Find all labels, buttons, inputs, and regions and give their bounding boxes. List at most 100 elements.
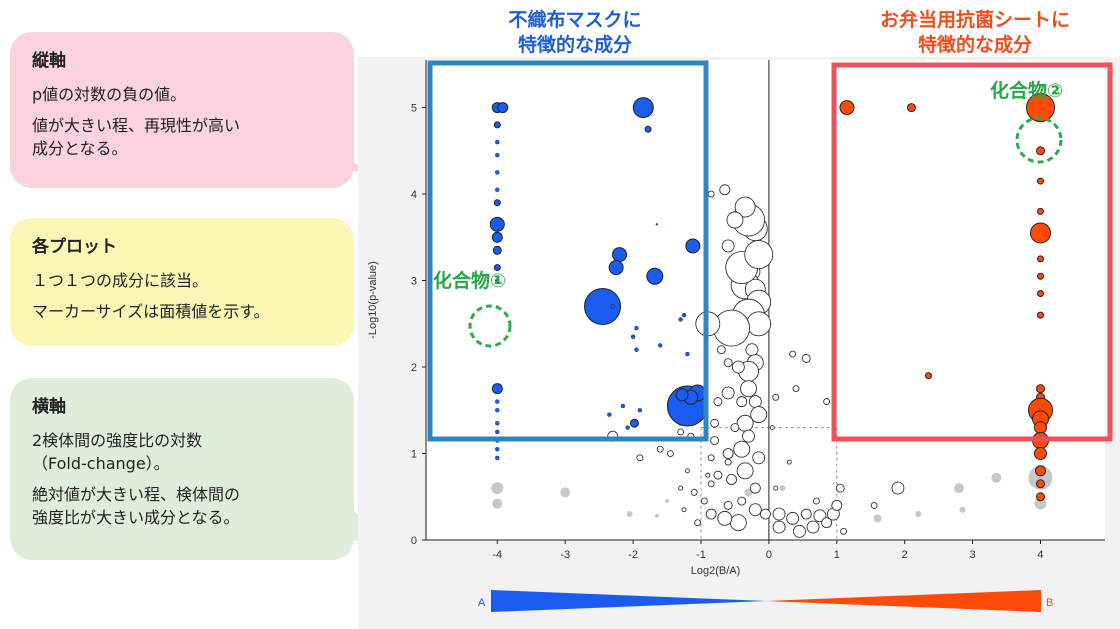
compound-1-marker <box>468 304 512 348</box>
orange-point <box>1033 421 1047 435</box>
open-point <box>831 499 843 511</box>
compound-2-label: 化合物② <box>990 80 1064 102</box>
open-point <box>744 240 774 270</box>
gradient-label-b: B <box>1046 597 1053 609</box>
open-point <box>719 184 731 196</box>
open-point <box>722 448 734 459</box>
open-point <box>813 509 827 523</box>
open-point <box>789 350 797 358</box>
compound-1-label: 化合物① <box>433 270 507 292</box>
open-point <box>721 239 735 253</box>
open-point <box>823 398 831 406</box>
blue-point <box>495 446 500 452</box>
open-point <box>726 474 737 485</box>
left-highlight-box <box>427 60 709 442</box>
open-point <box>707 454 715 462</box>
blue-point <box>644 125 652 133</box>
plots-callout: 各プロット １つ１つの成分に該当。 マーカーサイズは面積値を示す。 <box>10 218 354 346</box>
open-point <box>736 414 754 432</box>
orange-point <box>906 103 916 113</box>
blue-point <box>637 408 643 413</box>
open-point <box>752 451 766 465</box>
blue-point <box>584 287 622 325</box>
plots-callout-title: 各プロット <box>32 237 117 257</box>
open-point <box>723 500 733 510</box>
orange-point <box>1036 177 1044 185</box>
open-point <box>737 496 747 506</box>
y-axis-callout-line: p値の対数の負の値。 <box>32 85 187 104</box>
blue-point <box>612 247 628 263</box>
y-tick-label: 5 <box>411 103 417 115</box>
open-point <box>840 527 848 535</box>
open-point <box>729 514 747 532</box>
blue-point <box>495 170 500 175</box>
open-point <box>707 190 715 198</box>
blue-point <box>608 260 624 276</box>
right-header-line: 特徴的な成分 <box>917 34 1032 56</box>
open-point <box>786 511 800 525</box>
gray-point <box>954 483 965 494</box>
gradient-left-wedge <box>491 590 766 612</box>
blue-point <box>681 312 687 318</box>
blue-point <box>495 187 500 192</box>
orange-point <box>1036 311 1044 319</box>
gray-point <box>779 485 786 492</box>
open-point <box>746 311 772 337</box>
open-point <box>723 358 733 368</box>
blue-point <box>675 388 689 402</box>
open-point <box>821 517 833 529</box>
open-point <box>736 462 754 480</box>
compound-2-marker <box>1015 116 1063 164</box>
blue-point <box>634 325 639 331</box>
orange-point <box>924 372 932 380</box>
orange-point <box>839 100 855 116</box>
blue-point <box>491 383 503 395</box>
open-point <box>705 472 711 478</box>
gray-point <box>560 487 571 498</box>
blue-point <box>491 231 503 243</box>
open-point <box>734 196 756 218</box>
blue-point <box>495 152 500 158</box>
open-point <box>801 353 811 363</box>
open-point <box>806 520 820 534</box>
blue-point <box>685 238 701 254</box>
open-point <box>721 386 735 400</box>
open-point <box>748 395 762 409</box>
orange-point <box>1036 290 1044 298</box>
x-axis-callout-line: 2検体間の強度比の対数 <box>32 431 203 450</box>
x-tick-label: -2 <box>628 549 638 561</box>
blue-point <box>655 223 659 226</box>
blue-point <box>646 267 664 285</box>
plots-callout-line: １つ１つの成分に該当。 <box>32 271 209 290</box>
y-axis-callout-line: 成分となる。 <box>32 139 128 158</box>
blue-point <box>497 102 509 114</box>
open-point <box>636 454 644 462</box>
left-header-line: 不織布マスクに <box>508 9 642 31</box>
open-point <box>705 508 717 520</box>
x-tick-label: 0 <box>766 549 772 561</box>
open-point <box>724 458 732 466</box>
open-point <box>700 497 708 505</box>
open-point <box>745 343 759 357</box>
blue-point <box>678 317 683 322</box>
open-point <box>750 406 768 424</box>
x-tick-label: 3 <box>970 549 976 561</box>
gray-point <box>873 514 882 523</box>
open-point <box>792 385 800 393</box>
open-point <box>716 345 726 355</box>
gray-point <box>915 511 922 518</box>
gray-point <box>959 506 966 513</box>
blue-point <box>620 403 626 409</box>
open-point <box>748 503 762 517</box>
blue-point <box>495 455 500 461</box>
open-point <box>707 480 715 488</box>
x-axis-callout-line: （Fold-change）。 <box>32 454 170 473</box>
y-tick-label: 0 <box>411 535 417 547</box>
blue-point <box>658 343 663 348</box>
gray-point <box>654 513 659 518</box>
left-region-header: 不織布マスクに 特徴的な成分 <box>430 8 720 58</box>
blue-point <box>489 216 505 232</box>
y-axis-callout-title: 縦軸 <box>32 51 66 71</box>
open-point <box>742 429 755 443</box>
open-point <box>772 393 780 401</box>
